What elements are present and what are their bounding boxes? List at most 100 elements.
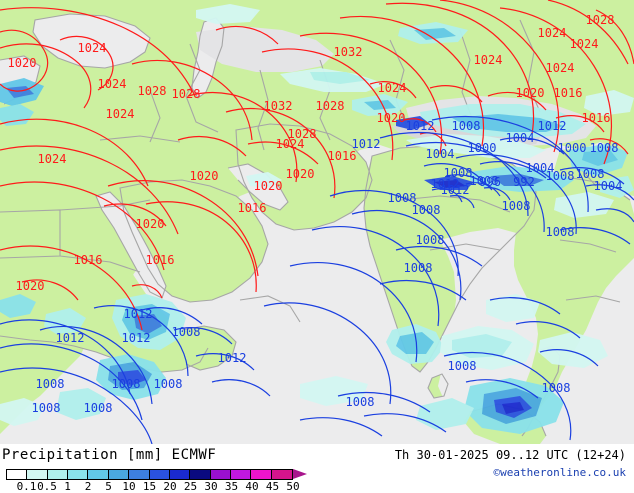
map-canvas[interactable]: 1024 1020 1024 1024 1028 1028 1024 1032 1028 1024… [0,0,634,444]
isobar-label: 1032 [334,45,363,59]
legend-swatch-5 [108,470,130,479]
legend-swatch-1 [27,470,48,479]
legend-tick-45: 45 [265,480,280,493]
isobar-label: 1008 [542,381,571,395]
isobar-label: 1012 [122,331,151,345]
legend-tick-5: 5 [105,480,112,493]
isobar-label: 1020 [8,56,37,70]
legend-tick-2: 2 [84,480,92,493]
legend-swatch-2 [47,470,69,479]
legend-tick-10: 10 [122,480,136,493]
isobar-label: 1008 [590,141,619,155]
isobar-label: 1016 [328,149,357,163]
legend-tick-20: 20 [163,480,177,493]
isobar-label: 1024 [546,61,575,75]
isobar-label: 1020 [136,217,165,231]
isobar-label: 1004 [594,179,623,193]
legend-overflow-arrow [293,469,307,479]
isobar-label: 1012 [441,183,470,197]
isobar-label: 1012 [431,177,460,191]
isobar-label: 1024 [78,41,107,55]
legend-tick-35: 35 [224,480,239,493]
isobar-label: 1012 [406,119,435,133]
isobar-label: 1028 [586,13,615,27]
isobar-label: 1004 [526,161,555,175]
isobar-label: 1008 [32,401,61,415]
isobar-label: 1008 [112,377,141,391]
isobar-label: 1020 [516,86,545,100]
legend-tick-25: 25 [183,480,198,493]
legend-tick-15: 15 [142,480,157,493]
isobar-label: 1008 [452,119,481,133]
legend-tick-0.1: 0.1 [16,480,37,493]
legend-swatch-12 [251,470,272,479]
footer-bar: Precipitation [mm] ECMWF Th 30-01-2025 0… [0,444,634,493]
isobars-red [0,0,634,331]
legend-color-bar [6,469,293,480]
isobar-label: 1008 [470,174,499,188]
isobar-label: 1028 [172,87,201,101]
isobar-label: 1008 [546,169,575,183]
legend-title: Precipitation [mm] ECMWF [2,447,217,463]
isobar-label: 1008 [84,401,113,415]
isobar-label: 1008 [444,166,473,180]
isobar-label: 1000 [558,141,587,155]
isobar-label: 996 [479,175,501,189]
precipitation-legend[interactable]: 0.1 0.5 1 2 5 10 15 20 25 30 35 40 45 50 [6,469,326,493]
legend-swatch-4 [88,470,109,479]
legend-tick-1: 1 [64,480,71,493]
isobar-label: 1012 [56,331,85,345]
isobar-label: 1028 [138,84,167,98]
isobar-label: 1016 [146,253,175,267]
legend-swatch-9 [190,470,211,479]
isobar-label: 1008 [154,377,183,391]
isobar-label: 1008 [36,377,65,391]
legend-tick-labels: 0.1 0.5 1 2 5 10 15 20 25 30 35 40 45 50 [6,480,326,493]
legend-swatch-11 [230,470,252,479]
isobar-label: 1016 [554,86,583,100]
isobar-label: 992 [513,175,535,189]
isobar-label: 1004 [426,147,455,161]
legend-tick-0.5: 0.5 [37,480,57,493]
isobar-label: 1008 [576,167,605,181]
isobar-label: 1028 [316,99,345,113]
isobar-label: 1012 [538,119,567,133]
isobar-label: 1028 [288,127,317,141]
isobar-label: 1024 [106,107,135,121]
isobar-label: 1012 [218,351,247,365]
isobar-label: 1016 [74,253,103,267]
isobar-label: 1024 [474,53,503,67]
isobar-label: 1032 [264,99,293,113]
isobar-label: 1020 [377,111,406,125]
copyright-notice: ©weatheronline.co.uk [493,466,626,479]
isobar-label: 1024 [98,77,127,91]
isobar-label: 1012 [124,307,153,321]
legend-swatch-3 [68,470,89,479]
isobar-label: 1020 [254,179,283,193]
isobar-label: 1004 [506,131,535,145]
isobar-label: 1008 [404,261,433,275]
legend-tick-40: 40 [245,480,259,493]
model-run-info: Th 30-01-2025 09..12 UTC (12+24) [394,448,626,462]
legend-swatch-0 [7,470,28,479]
isobar-label: 1008 [502,199,531,213]
isobar-label: 1020 [190,169,219,183]
isobar-label: 1008 [412,203,441,217]
isobar-label: 1024 [38,152,67,166]
isobar-label: 1016 [238,201,267,215]
isobar-label: 1024 [276,137,305,151]
isobar-label: 1008 [388,191,417,205]
isobar-label: 1020 [16,279,45,293]
legend-tick-30: 30 [204,480,218,493]
legend-tick-50: 50 [286,480,300,493]
isobar-label: 1000 [468,141,497,155]
legend-swatch-10 [210,470,231,479]
isobar-label: 1008 [448,359,477,373]
isobar-label: 1008 [172,325,201,339]
legend-swatch-6 [129,470,150,479]
isobar-label: 1008 [346,395,375,409]
